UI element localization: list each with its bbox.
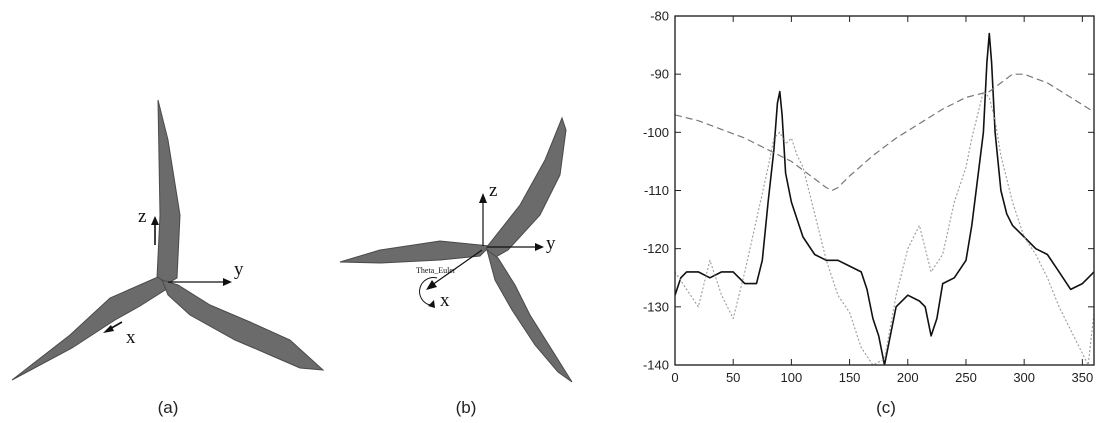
panel-c-caption: (c): [876, 398, 896, 417]
panel-a-blade-top: [156, 99, 181, 286]
x-tick-label-0: 0: [671, 370, 678, 385]
panel-b-blade-lower: [486, 248, 573, 383]
chart-plot-area: 0 50 100 150 200 250 300 350 -80 -90 -100 -110 -120 -…: [643, 9, 1095, 385]
panel-b-axis-y-arrowhead: [535, 243, 544, 251]
panel-a-caption: (a): [158, 398, 179, 417]
panel-a-axis-y-arrowhead: [223, 278, 232, 286]
panel-a: z y x (a): [11, 99, 325, 417]
panel-b-axis-x-arrowhead: [426, 280, 437, 290]
y-tick-label--130: -130: [643, 299, 669, 314]
panel-a-label-z: z: [138, 206, 146, 227]
x-tick-label-350: 350: [1072, 370, 1094, 385]
panel-a-axis-z-arrowhead: [151, 216, 159, 225]
x-tick-label-300: 300: [1013, 370, 1035, 385]
y-tick-label--120: -120: [643, 241, 669, 256]
panel-a-axis-x-arrowhead: [103, 325, 114, 333]
x-tick-label-150: 150: [839, 370, 861, 385]
panel-b-blade-upper: [485, 116, 567, 259]
panel-b-label-x: x: [440, 290, 450, 311]
panel-c: 0 50 100 150 200 250 300 350 -80 -90 -100 -110 -120 -…: [643, 9, 1095, 417]
panel-b-rotation-arrowhead: [428, 300, 435, 308]
series-line-solid: [675, 32, 1094, 365]
panel-b-blade-left: [339, 240, 492, 264]
y-tick-label--110: -110: [644, 183, 669, 198]
chart-frame: [674, 15, 1095, 366]
y-tick-label--140: -140: [643, 358, 669, 373]
y-tick-label--90: -90: [650, 67, 669, 82]
x-tick-label-250: 250: [955, 370, 977, 385]
y-tick-label--100: -100: [643, 125, 669, 140]
panel-a-blade-right: [161, 279, 325, 371]
panel-a-blade-left: [11, 276, 171, 381]
panel-b-label-y: y: [546, 233, 556, 254]
panel-b-angle-label: Theta_Euler: [416, 266, 456, 275]
x-tick-label-100: 100: [781, 370, 803, 385]
x-tick-label-50: 50: [726, 370, 740, 385]
panel-b-axis-x: [431, 249, 483, 286]
panel-b-rotation-arc: [419, 277, 438, 306]
panel-a-label-y: y: [234, 259, 244, 280]
panel-b-axis-z-arrowhead: [479, 193, 487, 203]
series-line-dashed: [675, 73, 1094, 192]
panel-b: z y x Theta_Euler (b): [339, 116, 573, 417]
panel-a-label-x: x: [126, 327, 136, 348]
panel-b-label-z: z: [489, 180, 497, 201]
panel-b-caption: (b): [456, 398, 477, 417]
chart-frame-overlay: [674, 15, 1095, 366]
series-line-dotted: [675, 91, 1094, 365]
x-tick-label-200: 200: [897, 370, 919, 385]
y-tick-label--80: -80: [650, 9, 669, 24]
